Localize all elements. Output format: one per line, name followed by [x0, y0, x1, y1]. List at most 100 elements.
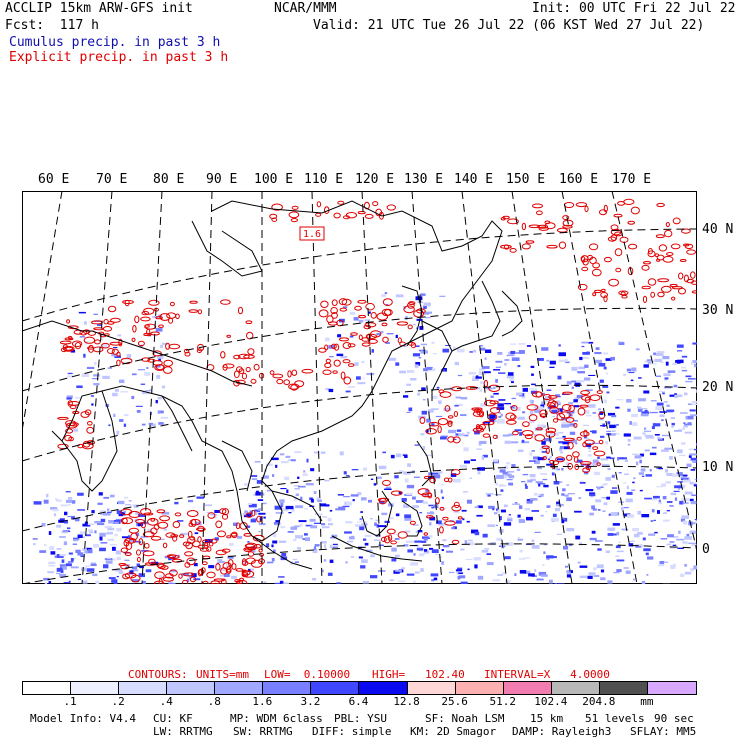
- cumulus-precip-cell: [543, 551, 546, 554]
- cumulus-precip-cell: [123, 423, 127, 427]
- cumulus-precip-cell: [427, 368, 435, 372]
- explicit-precip-contour: [672, 217, 681, 225]
- explicit-precip-contour: [253, 363, 260, 371]
- cumulus-precip-cell: [366, 549, 373, 552]
- cumulus-precip-cell: [294, 488, 300, 490]
- pbl-scheme: PBL: YSU: [334, 712, 387, 725]
- cumulus-precip-cell: [565, 461, 570, 466]
- cumulus-precip-cell: [498, 372, 506, 374]
- cumulus-precip-cell: [579, 542, 582, 546]
- explicit-precip-contour: [155, 316, 163, 320]
- explicit-precip-contour: [186, 557, 196, 566]
- cumulus-precip-cell: [686, 533, 690, 538]
- cumulus-precip-cell: [210, 514, 217, 516]
- cumulus-precip-cell: [685, 375, 692, 378]
- cumulus-precip-cell: [438, 523, 445, 526]
- explicit-precip-contour: [210, 538, 218, 544]
- cumulus-precip-cell: [607, 527, 616, 531]
- explicit-precip-contour: [208, 541, 214, 547]
- cumulus-precip-cell: [295, 505, 304, 509]
- cumulus-precip-cell: [540, 574, 548, 577]
- colorbar-tick-label: 12.8: [393, 695, 420, 708]
- cumulus-precip-cell: [194, 521, 202, 526]
- explicit-precip-contour: [565, 417, 575, 423]
- cumulus-precip-cell: [98, 492, 103, 496]
- cumulus-precip-cell: [508, 433, 514, 436]
- cumulus-precip-cell: [158, 422, 164, 425]
- cumulus-precip-cell: [496, 537, 502, 541]
- explicit-precip-contour: [144, 543, 150, 549]
- explicit-precip-contour: [132, 325, 137, 333]
- cumulus-precip-cell: [507, 372, 514, 376]
- explicit-precip-contour: [618, 290, 629, 296]
- colorbar-tick-label: 204.8: [582, 695, 616, 708]
- cumulus-precip-cell: [540, 404, 545, 408]
- explicit-precip-contour: [510, 414, 517, 420]
- cumulus-precip-cell: [581, 341, 589, 344]
- cumulus-precip-cell: [669, 541, 675, 544]
- cumulus-precip-cell: [343, 471, 347, 475]
- explicit-precip-contour: [291, 205, 299, 210]
- cumulus-precip-cell: [431, 549, 439, 553]
- cumulus-precip-cell: [561, 519, 565, 524]
- cumulus-precip-cell: [683, 479, 691, 483]
- explicit-precip-contour: [426, 515, 434, 519]
- cumulus-precip-cell: [327, 517, 332, 522]
- explicit-precip-contour: [144, 323, 157, 330]
- colorbar-segment: [647, 682, 696, 694]
- explicit-precip-contour: [57, 416, 69, 420]
- colorbar-tick-label: .4: [159, 695, 173, 708]
- cumulus-precip-cell: [48, 581, 52, 584]
- cumulus-precip-cell: [262, 475, 269, 479]
- explicit-precip-contour: [142, 550, 155, 557]
- cumulus-precip-cell: [105, 560, 113, 564]
- cumulus-precip-cell: [476, 514, 483, 517]
- cumulus-precip-cell: [237, 535, 243, 539]
- cumulus-precip-cell: [462, 491, 469, 493]
- cumulus-precip-cell: [66, 397, 72, 400]
- cumulus-precip-cell: [607, 533, 614, 536]
- cumulus-precip-cell: [350, 556, 355, 558]
- cumulus-precip-cell: [128, 500, 132, 502]
- explicit-precip-contour: [172, 535, 178, 542]
- cumulus-precip-cell: [518, 518, 524, 521]
- explicit-precip-contour: [407, 324, 413, 330]
- cumulus-precip-cell: [670, 417, 675, 420]
- cumulus-precip-cell: [364, 521, 368, 524]
- cumulus-precip-cell: [65, 491, 71, 493]
- cumulus-precip-cell: [393, 534, 398, 535]
- cumulus-precip-cell: [395, 554, 400, 558]
- cumulus-precip-cell: [623, 482, 627, 484]
- cumulus-precip-cell: [661, 483, 666, 487]
- explicit-precip-contour: [318, 309, 329, 318]
- cumulus-precip-cell: [128, 535, 131, 540]
- cumulus-precip-cell: [417, 547, 424, 549]
- cumulus-precip-cell: [566, 381, 572, 385]
- cumulus-precip-cell: [427, 409, 434, 413]
- cumulus-precip-cell: [584, 437, 590, 440]
- cumulus-precip-cell: [646, 574, 649, 576]
- cumulus-precip-cell: [556, 501, 560, 506]
- cumulus-precip-cell: [635, 543, 643, 548]
- explicit-precip-contour: [536, 427, 543, 431]
- cumulus-precip-cell: [692, 360, 697, 363]
- explicit-precip-contour: [641, 264, 650, 271]
- cumulus-precip-cell: [328, 523, 333, 526]
- cumulus-precip-cell: [82, 548, 87, 551]
- cumulus-precip-cell: [155, 400, 158, 404]
- cumulus-precip-cell: [325, 388, 331, 391]
- cumulus-precip-cell: [511, 397, 516, 400]
- cumulus-precip-cell: [363, 467, 368, 471]
- cumulus-precip-cell: [378, 544, 384, 546]
- cumulus-precip-cell: [431, 423, 435, 426]
- explicit-precip-contour: [409, 520, 416, 525]
- cumulus-precip-cell: [68, 552, 73, 555]
- cumulus-precip-cell: [678, 428, 685, 431]
- cumulus-precip-cell: [645, 434, 654, 439]
- cumulus-precip-cell: [496, 474, 504, 479]
- cumulus-precip-cell: [433, 353, 437, 355]
- explicit-precip-contour: [390, 490, 403, 496]
- cumulus-precip-cell: [384, 292, 388, 295]
- cumulus-precip-cell: [519, 570, 527, 574]
- explicit-precip-contour: [510, 405, 518, 412]
